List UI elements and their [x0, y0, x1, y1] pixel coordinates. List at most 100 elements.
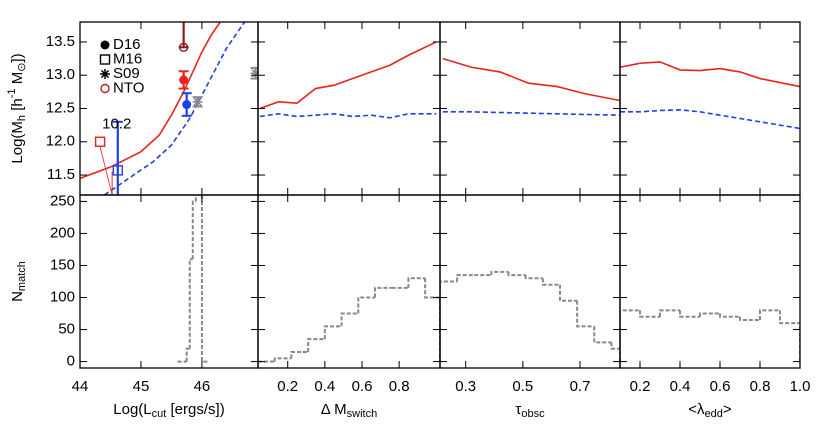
histogram-bin [407, 277, 426, 288]
legend-label: M16 [113, 50, 142, 67]
x-axis-label-part: switch [347, 408, 378, 420]
y-tick-label: 50 [58, 321, 75, 338]
y-tick-label: 13.0 [46, 66, 75, 83]
line [442, 57, 620, 102]
x-axis-label: Log(Lcut [ergs/s]) [113, 401, 224, 420]
x-axis-label-part: Δ M [321, 401, 347, 418]
x-axis-label-part: edd [705, 408, 723, 420]
x-tick-label: 0.4 [670, 378, 691, 395]
y-axis-label-part: -1 [6, 88, 18, 98]
histogram-bin [507, 271, 526, 277]
y-axis-label-part: match [16, 261, 28, 291]
histogram-bin [290, 350, 309, 359]
x-axis-label: Δ Mswitch [321, 401, 377, 420]
legend-label: NTO [113, 79, 144, 96]
histogram-bin [440, 280, 458, 362]
histogram-bin [490, 270, 509, 276]
histogram-bin [357, 296, 375, 314]
panel [442, 57, 620, 116]
line [80, 22, 221, 180]
x-tick-label: 44 [72, 378, 89, 395]
x-tick-label: 0.8 [750, 378, 771, 395]
x-tick-label: 0.6 [352, 378, 373, 395]
histogram-bin [194, 195, 202, 202]
x-tick-label: 0.3 [455, 378, 476, 395]
panel [258, 277, 440, 363]
y-tick-label: 13.5 [46, 33, 75, 50]
x-tick-label: 46 [194, 378, 211, 395]
histogram-bin [679, 310, 700, 318]
x-axis-label-part: <λ [688, 401, 705, 418]
histogram-bin [559, 284, 578, 302]
histogram-bin [185, 347, 190, 362]
x-tick-label: 1.0 [790, 378, 811, 395]
histogram-bin [307, 338, 325, 352]
y-tick-label: 12.0 [46, 133, 75, 150]
panel [620, 61, 800, 130]
x-tick-label: 0.8 [389, 378, 410, 395]
y-tick-label: 12.5 [46, 99, 75, 116]
y-axis-label: Log(Mh [h-1 M⊙]) [6, 53, 28, 163]
histogram-bin [323, 325, 342, 340]
annotation-arrow [99, 146, 113, 195]
panel-frame [257, 21, 441, 196]
y-axis-label-part: ]) [9, 53, 26, 62]
panel-frame [439, 194, 621, 369]
marker [112, 165, 123, 176]
line [259, 113, 437, 119]
histogram-bin [456, 274, 475, 282]
x-tick-label: 0.4 [314, 378, 335, 395]
y-axis-label-part: M [9, 72, 26, 89]
marker [94, 136, 106, 147]
panel [80, 22, 258, 195]
histogram-bin [576, 300, 595, 328]
x-axis-label-part: Log(L [113, 401, 151, 418]
histogram-bin [524, 275, 543, 280]
y-tick-label: 100 [50, 288, 75, 305]
y-axis-label: Nmatch [9, 261, 28, 302]
line [620, 109, 800, 130]
histogram-bin [374, 286, 392, 298]
marker [100, 69, 110, 79]
x-axis-label-part: obsc [521, 408, 545, 420]
y-tick-label: 11.5 [47, 166, 75, 183]
panel-frame [619, 21, 801, 196]
histogram-bin [273, 357, 292, 362]
marker [99, 54, 111, 65]
histogram-bin [699, 312, 720, 317]
x-tick-label: 0.5 [512, 378, 533, 395]
y-axis-label-part: ⊙ [16, 63, 28, 72]
panel [177, 195, 209, 363]
histogram-bin [340, 312, 359, 327]
y-axis-label-part: [h [9, 98, 26, 115]
histogram-bin [779, 310, 800, 362]
histogram-bin [424, 278, 440, 362]
histogram-bin [739, 316, 760, 321]
x-axis-label: <λedd> [688, 401, 732, 420]
y-axis-label-part: Log(M [9, 121, 26, 164]
marker [192, 96, 203, 107]
line [259, 41, 437, 110]
x-axis-label-part: τ [515, 401, 521, 418]
y-tick-label: 0 [67, 353, 75, 370]
histogram-bin [200, 195, 209, 363]
panel-frame [619, 194, 801, 369]
marker [100, 83, 110, 94]
panel [440, 270, 620, 362]
panel-frame [79, 194, 259, 369]
panel [620, 309, 800, 362]
x-axis-label-part: cut [152, 408, 167, 420]
marker [182, 100, 192, 110]
x-axis-label: τobsc [515, 401, 545, 420]
x-tick-label: 0.2 [277, 378, 298, 395]
x-tick-label: 0.7 [570, 378, 591, 395]
y-axis-label-part: h [16, 115, 28, 121]
x-tick-label: 0.6 [710, 378, 731, 395]
x-axis-label-part: > [723, 401, 732, 418]
marker [178, 42, 189, 52]
histogram-bin [191, 200, 196, 260]
marker [179, 75, 189, 85]
histogram-bin [541, 278, 560, 286]
panel-frame [439, 21, 621, 196]
